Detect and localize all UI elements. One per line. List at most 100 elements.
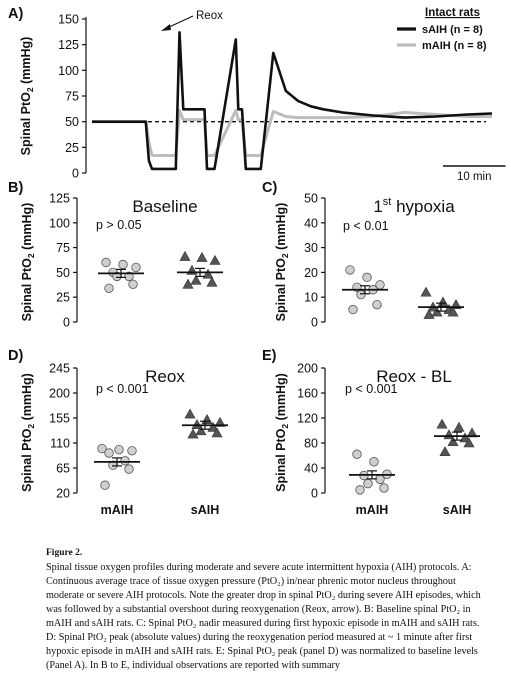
panel-d-point-sAIH [187,428,199,439]
panel-c-y-title: Spinal PtO2 (mmHg) [274,203,290,322]
reox-arrow-head [161,24,171,31]
panel-d-y-tick-label: 200 [49,387,70,401]
panel-b-point-sAIH [196,251,208,262]
panel-b-point-sAIH [190,274,202,285]
panel-c-y-tick-label: 40 [304,216,318,230]
panel-d-point-sAIH [211,427,223,438]
panel-d-title: Reox [145,367,185,386]
panel-e-point-mAIH [379,483,389,493]
panel-b-point-mAIH [131,262,141,273]
panel-b-point-mAIH [118,259,128,270]
panel-d-y-tick-label: 20 [56,487,70,501]
panel-e-point-mAIH [369,457,379,467]
panel-e-y-tick-label: 200 [297,362,318,376]
panel-c-y-tick-label: 30 [304,241,318,255]
panel-c-point-sAIH [420,286,432,297]
panel-b-y-tick-label: 50 [56,266,70,280]
panel-d-point-sAIH [184,408,196,419]
panel-e-point-mAIH [355,485,365,495]
panel-d-point-sAIH [207,421,219,432]
panel-d-y-tick-label: 110 [50,437,70,451]
panel-a-y-tick-label: 150 [58,13,79,27]
panel-b-y-tick-label: 125 [49,192,70,206]
reox-annotation: Reox [196,10,223,22]
panel-d-label: D) [8,348,23,364]
panel-c-y-tick-label: 50 [304,192,318,206]
panel-c-point-mAIH [345,265,355,275]
caption-text: Spinal tissue oxygen profiles during mod… [46,562,481,671]
panel-e-point-sAIH [463,437,475,448]
panel-b-y-tick-label: 75 [56,241,70,255]
panel-e-y-tick-label: 80 [304,437,318,451]
panel-c-point-mAIH [362,272,372,283]
panel-a-trace-sAIH [92,30,493,171]
panel-d-point-mAIH [127,446,137,456]
panel-d-y-title: Spinal PtO2 (mmHg) [20,373,36,492]
panel-d-y-tick-label: 155 [49,412,70,426]
panel-b-point-sAIH [209,254,221,265]
panel-b-label: B) [8,180,23,196]
panel-b-y-tick-label: 0 [63,316,70,330]
legend-label-sAIH: sAIH (n = 8) [422,24,483,36]
panel-a-y-title: Spinal PtO2 (mmHg) [19,37,35,156]
panel-e-y-tick-label: 0 [311,487,318,501]
panel-d-x-label-sAIH: sAIH [191,503,219,517]
panel-d-y-tick-label: 245 [49,362,70,376]
panel-e-x-label-mAIH: mAIH [356,503,389,517]
panel-e-x-label-sAIH: sAIH [443,503,471,517]
panel-c-label: C) [262,180,277,196]
panel-c-title: 1st hypoxia [373,196,455,216]
panel-b-point-sAIH [179,250,191,261]
panel-c-point-mAIH [372,299,382,310]
panel-e-point-sAIH [439,446,451,457]
panel-e-point-mAIH [363,478,373,489]
legend-label-mAIH: mAIH (n = 8) [422,40,487,52]
panel-c-y-tick-label: 20 [304,266,318,280]
panel-c-point-sAIH [447,306,459,317]
panel-e-point-mAIH [352,449,362,459]
panel-a-y-tick-label: 125 [58,38,79,52]
panel-a-y-tick-label: 100 [58,64,79,78]
panel-a-y-tick-label: 50 [65,115,79,129]
panel-e-stat-label: p < 0.001 [345,382,398,396]
panel-b-point-mAIH [128,279,138,290]
panel-b-y-tick-label: 25 [56,291,70,305]
panel-b-title: Baseline [132,197,197,216]
scale-bar-label: 10 min [457,171,492,183]
panel-d-point-mAIH [120,456,130,466]
panel-e-y-title: Spinal PtO2 (mmHg) [274,373,290,492]
panel-e-point-sAIH [436,418,448,429]
panel-b-point-mAIH [101,257,111,268]
panel-c-y-tick-label: 10 [304,291,318,305]
panel-c-point-sAIH [437,296,449,307]
panel-b-y-title: Spinal PtO2 (mmHg) [20,203,36,322]
panel-e-y-tick-label: 120 [297,412,318,426]
panel-b-point-mAIH [104,283,114,293]
panel-d-point-mAIH [100,480,110,490]
panel-b-point-sAIH [206,276,218,287]
panel-a-y-tick-label: 25 [65,141,79,155]
panel-e-title: Reox - BL [376,367,452,386]
figure-caption: Figure 2. Spinal tissue oxygen profiles … [46,546,486,673]
panel-d-point-mAIH [104,448,114,458]
panel-d-point-mAIH [114,444,124,455]
panel-a-y-tick-label: 0 [72,167,79,181]
legend-title: Intact rats [425,7,480,19]
panel-d-point-sAIH [195,425,207,436]
panel-c-stat-label: p < 0.01 [343,219,389,233]
panel-c-point-mAIH [356,290,366,300]
panel-a-label: A) [8,6,23,22]
panel-d-stat-label: p < 0.001 [96,382,149,396]
panel-d-point-mAIH [124,464,134,474]
panel-d-point-sAIH [214,416,226,427]
panel-c-point-sAIH [423,308,435,319]
panel-e-point-sAIH [453,421,465,432]
caption-title: Figure 2. [46,548,83,558]
panel-b-point-sAIH [202,268,214,279]
panel-d-y-tick-label: 65 [56,462,70,476]
panel-d-point-sAIH [191,419,203,429]
panel-e-label: E) [262,348,277,364]
panel-d-x-label-mAIH: mAIH [101,503,134,517]
panel-e-y-tick-label: 40 [304,462,318,476]
